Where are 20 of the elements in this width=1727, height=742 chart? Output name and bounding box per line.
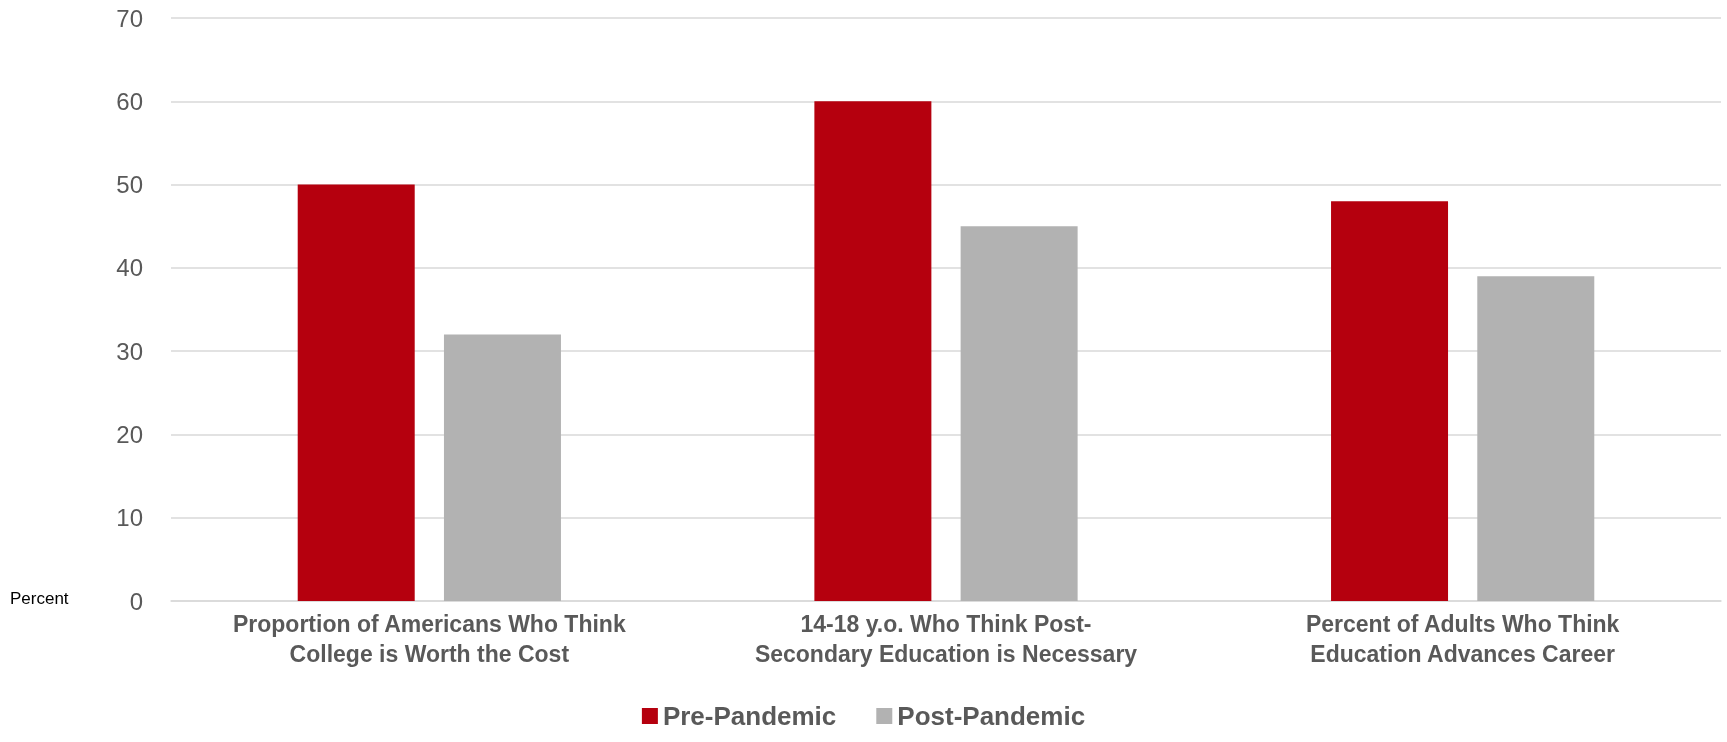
bar [960, 226, 1078, 601]
y-axis-title: Percent [10, 589, 69, 608]
y-tick-label: 40 [116, 254, 143, 282]
bar [1477, 276, 1595, 601]
y-tick-label: 50 [116, 171, 143, 199]
x-tick-label: Percent of Adults Who Think Education Advances Career [1305, 611, 1620, 667]
y-tick-label: 60 [116, 87, 143, 115]
y-tick-label: 0 [129, 587, 143, 615]
y-tick-label: 20 [116, 420, 143, 448]
legend-label: Post-Pandemic [897, 701, 1086, 731]
y-tick-label: 70 [116, 4, 143, 32]
bar [814, 101, 932, 601]
legend-label: Pre-Pandemic [662, 701, 837, 731]
bar [1331, 201, 1449, 601]
y-tick-label: 10 [116, 504, 143, 532]
x-tick-label: Proportion of Americans Who Think College is Worth the Cost [232, 611, 626, 667]
bar [297, 184, 415, 601]
bar [443, 334, 561, 601]
y-tick-label: 30 [116, 337, 143, 365]
x-tick-label: 14-18 y.o. Who Think Post- Secondary Education is Necessary [754, 611, 1138, 667]
